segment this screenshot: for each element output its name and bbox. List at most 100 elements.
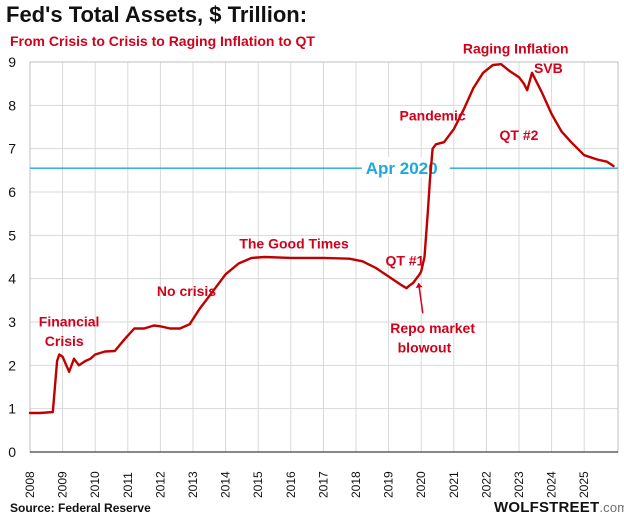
x-tick-label: 2025 bbox=[577, 471, 591, 498]
reference-label: Apr 2020 bbox=[366, 159, 438, 178]
data-point bbox=[374, 266, 377, 269]
data-point bbox=[429, 178, 431, 180]
series-layer bbox=[28, 62, 615, 415]
source-note: Source: Federal Reserve bbox=[10, 501, 151, 515]
data-point bbox=[104, 350, 106, 353]
data-point bbox=[531, 71, 533, 74]
annotation-label: Crisis bbox=[45, 333, 84, 349]
annotation-label: Pandemic bbox=[400, 108, 466, 124]
data-point bbox=[188, 323, 191, 326]
reference-layer: Apr 2020 bbox=[30, 157, 618, 178]
data-point bbox=[58, 353, 61, 356]
data-point bbox=[526, 89, 529, 92]
data-point bbox=[482, 71, 485, 74]
data-point bbox=[123, 338, 126, 341]
data-point bbox=[169, 327, 172, 330]
x-tick-label: 2014 bbox=[219, 471, 233, 498]
data-point bbox=[51, 411, 54, 414]
data-point bbox=[224, 273, 227, 276]
data-point bbox=[452, 128, 455, 131]
data-point bbox=[423, 256, 426, 258]
data-point bbox=[179, 327, 181, 330]
x-tick-label: 2012 bbox=[153, 471, 167, 498]
x-tick-label: 2020 bbox=[414, 471, 428, 498]
data-point bbox=[415, 277, 418, 280]
data-point bbox=[322, 256, 325, 259]
repo-arrow-head bbox=[415, 283, 423, 288]
data-point bbox=[550, 113, 553, 115]
x-tick-label: 2019 bbox=[382, 471, 396, 498]
annotation-label: QT #2 bbox=[500, 127, 539, 143]
x-tick-label: 2018 bbox=[349, 471, 363, 498]
y-tick-label: 2 bbox=[8, 357, 16, 373]
data-point bbox=[418, 273, 421, 276]
data-point bbox=[508, 69, 511, 72]
data-point bbox=[606, 160, 608, 163]
annotation-label: QT #1 bbox=[385, 253, 424, 269]
data-point bbox=[570, 141, 573, 144]
data-point bbox=[89, 357, 92, 360]
x-tick-label: 2011 bbox=[121, 472, 135, 498]
data-point bbox=[412, 282, 414, 284]
data-point bbox=[361, 260, 364, 263]
data-point bbox=[237, 262, 240, 265]
chart-title: Fed's Total Assets, $ Trillion: bbox=[6, 2, 308, 27]
data-point bbox=[263, 256, 266, 258]
x-tick-label: 2008 bbox=[23, 471, 37, 498]
x-tick-label: 2023 bbox=[512, 471, 526, 498]
data-point bbox=[73, 357, 75, 360]
series-line-total-assets bbox=[28, 62, 615, 415]
y-tick-label: 9 bbox=[8, 54, 16, 70]
data-point bbox=[540, 91, 543, 94]
data-point bbox=[434, 143, 437, 146]
x-tick-label: 2009 bbox=[56, 471, 70, 498]
data-point bbox=[596, 158, 599, 161]
axis-layer: 0 1 2 3 4 5 6 7 8 9 2008 2009 2010 2011 2012 2013 2014 20… bbox=[8, 54, 619, 498]
data-point bbox=[38, 412, 41, 414]
data-point bbox=[143, 327, 146, 330]
data-point bbox=[289, 256, 292, 259]
y-tick-label: 7 bbox=[8, 141, 16, 157]
annotation-label: No crisis bbox=[157, 283, 216, 299]
data-point bbox=[420, 270, 423, 273]
data-point bbox=[68, 370, 71, 373]
brand-logo: WOLFSTREET.com bbox=[494, 499, 624, 516]
data-point bbox=[113, 350, 116, 352]
annotation-label: blowout bbox=[398, 339, 452, 355]
reference-label-bg bbox=[361, 157, 450, 178]
data-point bbox=[560, 130, 563, 133]
x-tick-label: 2015 bbox=[251, 471, 265, 498]
data-point bbox=[61, 355, 64, 358]
y-tick-label: 5 bbox=[8, 227, 16, 243]
data-point bbox=[472, 87, 475, 89]
data-point bbox=[522, 82, 525, 85]
data-point bbox=[29, 412, 31, 414]
data-point bbox=[250, 256, 253, 259]
data-point bbox=[152, 324, 155, 327]
annotation-layer: Financial Crisis No crisis The Good Times QT… bbox=[39, 40, 569, 355]
data-point bbox=[426, 212, 429, 215]
data-point bbox=[133, 327, 136, 330]
data-point bbox=[462, 108, 465, 111]
data-point bbox=[211, 290, 214, 293]
y-tick-label: 1 bbox=[8, 401, 16, 417]
x-tick-label: 2017 bbox=[316, 471, 330, 498]
data-point bbox=[492, 64, 494, 66]
data-point bbox=[56, 360, 58, 362]
annotation-label: SVB bbox=[534, 60, 563, 76]
y-tick-label: 0 bbox=[8, 444, 16, 460]
data-point bbox=[387, 275, 390, 278]
data-point bbox=[583, 154, 586, 157]
data-point bbox=[198, 308, 201, 310]
annotation-label: Raging Inflation bbox=[463, 40, 569, 56]
data-point bbox=[400, 284, 403, 287]
brand-suffix: .com bbox=[599, 500, 624, 515]
x-tick-label: 2024 bbox=[545, 471, 559, 498]
y-tick-label: 4 bbox=[8, 271, 16, 287]
data-point bbox=[94, 353, 97, 356]
annotation-label: The Good Times bbox=[239, 235, 349, 251]
data-point bbox=[159, 325, 162, 328]
x-tick-label: 2021 bbox=[447, 471, 461, 498]
chart-subtitle: From Crisis to Crisis to Raging Inflatio… bbox=[10, 33, 315, 49]
